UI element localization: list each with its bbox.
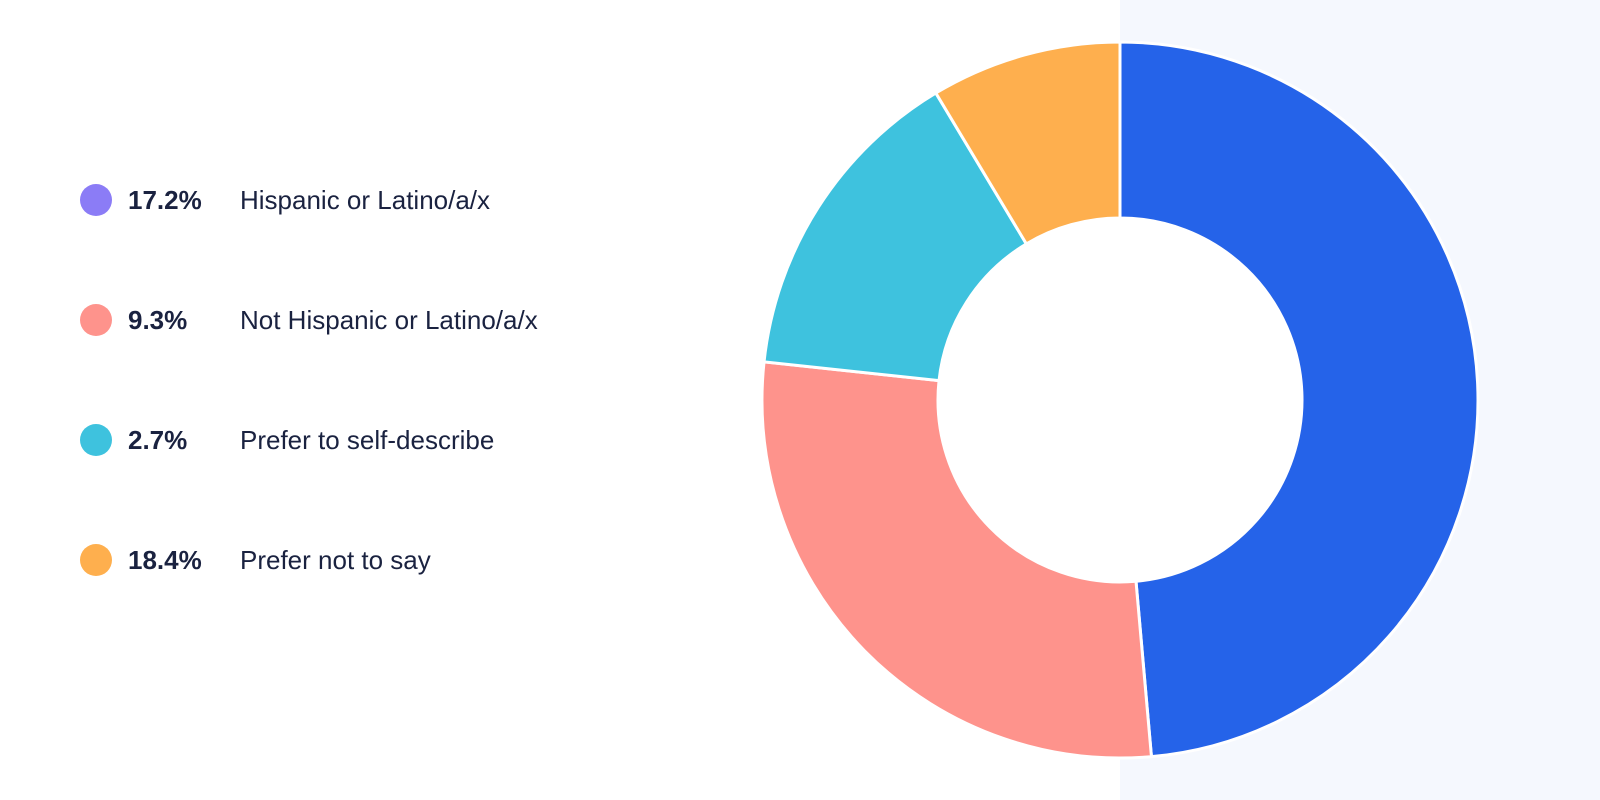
legend-value-prefer-not: 18.4% (128, 544, 202, 575)
legend-label-self-describe: Prefer to self-describe (240, 424, 495, 455)
legend-item-self-describe: 2.7% Prefer to self-describe (80, 420, 538, 460)
donut-hole (938, 218, 1302, 582)
legend-label-prefer-not: Prefer not to say (240, 544, 431, 575)
legend-item-not-hispanic: 9.3% Not Hispanic or Latino/a/x (80, 300, 538, 340)
legend-label-hispanic: Hispanic or Latino/a/x (240, 184, 491, 215)
legend-value-self-describe: 2.7% (128, 424, 188, 455)
legend-dot-not-hispanic (80, 304, 112, 336)
legend-dot-prefer-not (80, 544, 112, 576)
legend-value-hispanic: 17.2% (128, 184, 202, 215)
legend-item-hispanic: 17.2% Hispanic or Latino/a/x (80, 180, 538, 220)
donut-slice-3 (762, 90, 1029, 383)
legend-item-prefer-not: 18.4% Prefer not to say (80, 540, 538, 580)
legend-value-not-hispanic: 9.3% (128, 304, 188, 335)
legend-dot-hispanic (80, 184, 112, 216)
legend-label-not-hispanic: Not Hispanic or Latino/a/x (240, 304, 538, 335)
legend-dot-self-describe (80, 424, 112, 456)
chart-legend: 17.2% Hispanic or Latino/a/x 9.3% Not Hi… (80, 180, 538, 660)
